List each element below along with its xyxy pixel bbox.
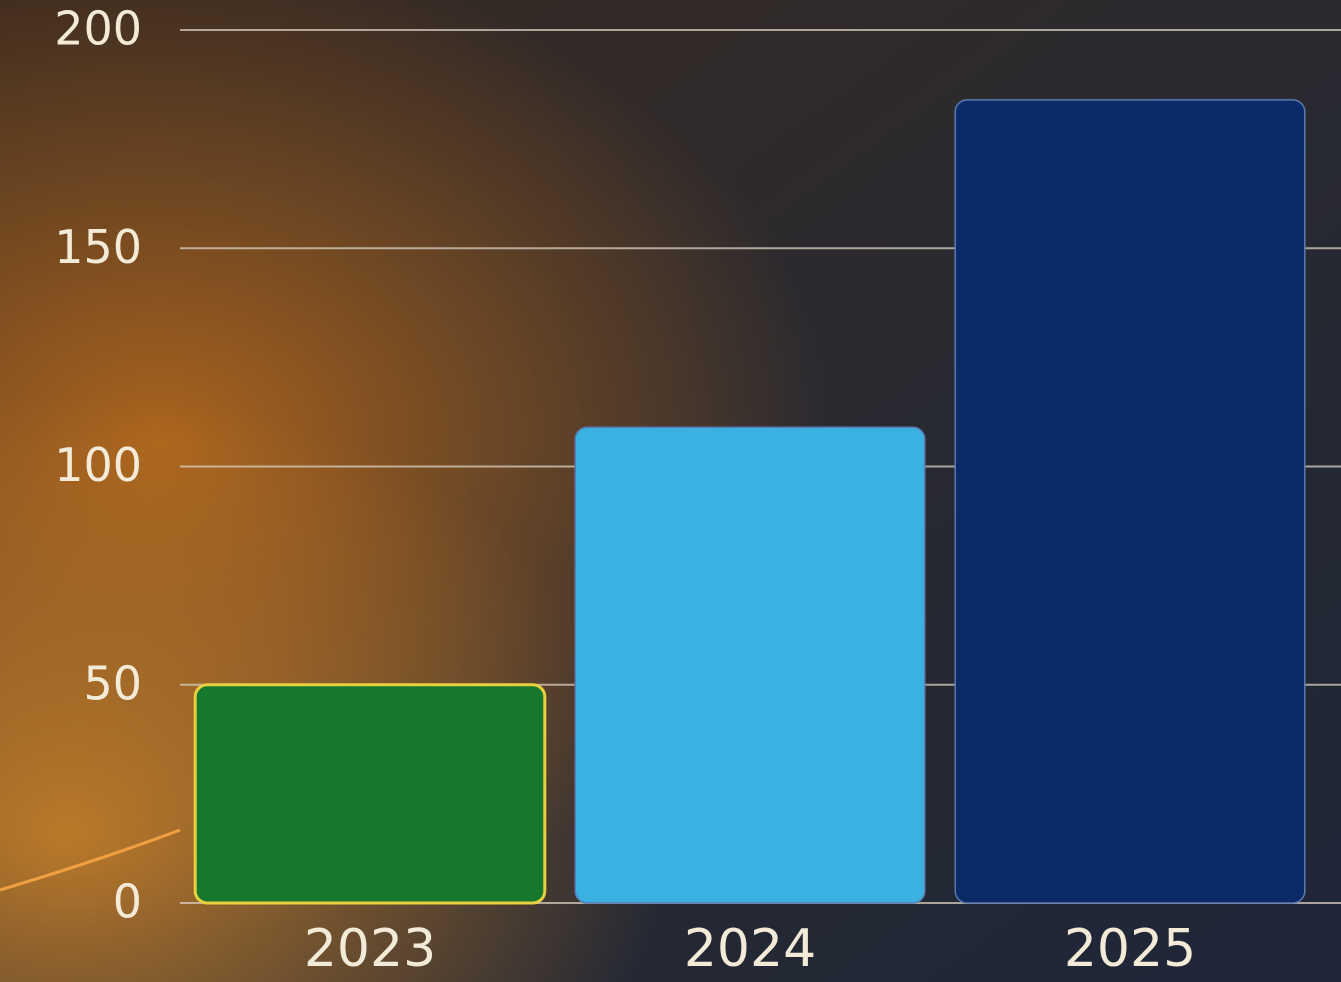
x-tick-label: 2025 xyxy=(1064,919,1196,979)
bar xyxy=(574,426,926,904)
y-tick-label: 50 xyxy=(83,656,142,710)
y-tick-label: 200 xyxy=(54,2,142,56)
x-tick-label: 2024 xyxy=(684,919,816,979)
y-tick-label: 100 xyxy=(54,438,142,492)
bar xyxy=(954,99,1306,904)
y-tick-label: 150 xyxy=(54,220,142,274)
x-tick-label: 2023 xyxy=(304,919,436,979)
light-streak xyxy=(0,828,181,892)
y-tick-label: 0 xyxy=(113,875,142,929)
bar xyxy=(193,683,547,905)
